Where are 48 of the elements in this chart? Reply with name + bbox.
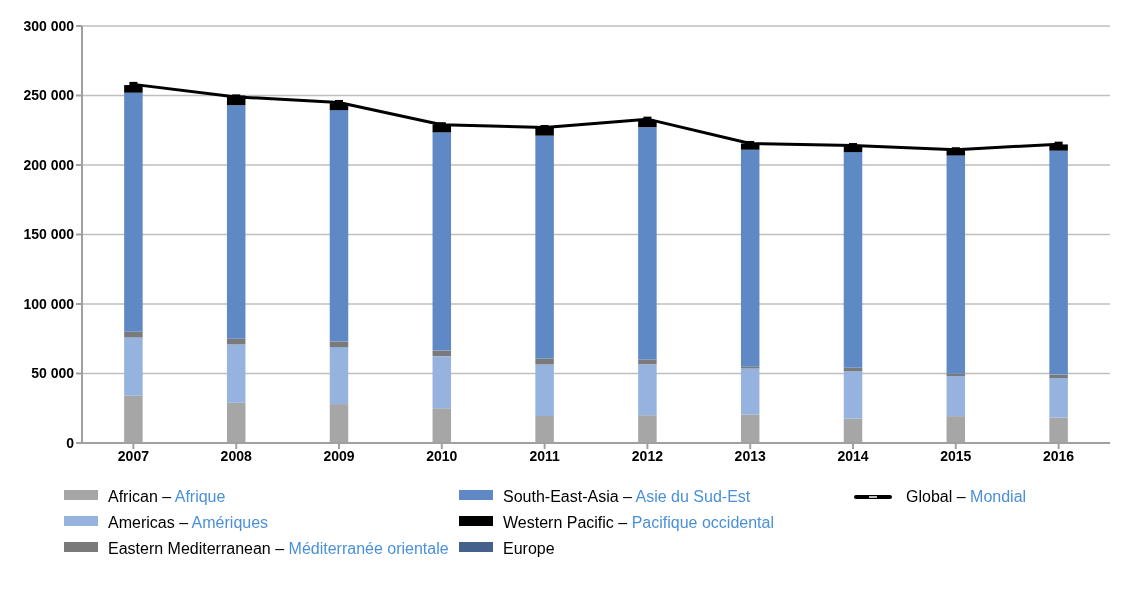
bar xyxy=(535,358,554,365)
y-tick-label: 150 000 xyxy=(23,226,75,243)
y-tick-label: 250 000 xyxy=(23,87,75,104)
bar xyxy=(535,364,554,416)
bar xyxy=(638,364,657,416)
x-tick-label: 2011 xyxy=(529,447,560,464)
bar xyxy=(740,149,760,367)
legend-label: Eastern Mediterranean – Méditerranée orientale xyxy=(108,539,449,559)
bar xyxy=(124,331,143,338)
x-tick-label: 2007 xyxy=(117,447,150,464)
x-tick-label: 2008 xyxy=(220,447,252,464)
x-tick-label: 2013 xyxy=(734,447,766,464)
y-tick-label: 0 xyxy=(66,434,75,451)
bar xyxy=(124,337,143,396)
bar xyxy=(740,368,760,415)
bar xyxy=(843,371,863,419)
y-tick-label: 100 000 xyxy=(23,295,75,312)
bar xyxy=(638,359,657,365)
bar xyxy=(843,152,863,368)
x-tick-label: 2014 xyxy=(837,447,869,464)
x-tick-label: 2012 xyxy=(631,447,664,464)
legend-label: Western Pacific – Pacifique occidental xyxy=(503,513,774,533)
bar xyxy=(638,127,657,360)
y-tick-label: 50 000 xyxy=(31,365,75,382)
bar xyxy=(226,344,246,403)
bar xyxy=(124,92,143,332)
bar xyxy=(329,110,349,342)
legend-label: Europe xyxy=(503,539,555,559)
bar xyxy=(946,155,966,374)
x-tick-label: 2010 xyxy=(426,447,458,464)
y-tick-label: 200 000 xyxy=(23,156,75,173)
x-tick-label: 2009 xyxy=(323,447,355,464)
point xyxy=(335,99,343,105)
bar xyxy=(1049,378,1068,418)
bar xyxy=(432,132,452,351)
bar xyxy=(946,376,966,417)
legend-label: Americas – Amériques xyxy=(108,513,269,533)
legend-label: African – Afrique xyxy=(108,487,226,507)
bar xyxy=(432,356,452,409)
y-tick-label: 300 000 xyxy=(23,17,75,34)
bar xyxy=(329,347,349,405)
legend-label: South-East-Asia – Asie du Sud-Est xyxy=(503,487,751,507)
x-tick-label: 2015 xyxy=(940,447,972,464)
x-tick-label: 2016 xyxy=(1043,447,1075,464)
legend-label: Global – Mondial xyxy=(906,487,1027,507)
bar xyxy=(1049,150,1068,375)
bar xyxy=(535,135,554,359)
bar xyxy=(226,105,246,339)
